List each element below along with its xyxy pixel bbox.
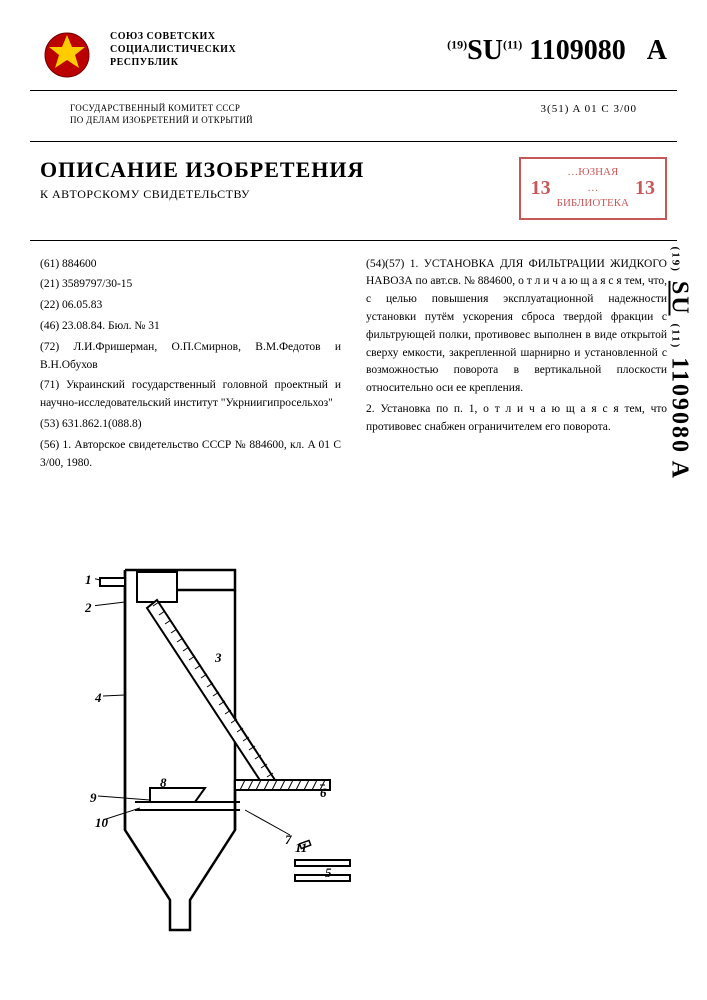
library-stamp: 13 …ЮЗНАЯ … БИБЛИОТЕКА 13 (519, 157, 667, 219)
diagram-callout: 7 (285, 832, 292, 848)
diagram-callout: 6 (320, 785, 327, 801)
diagram-callout: 11 (295, 840, 307, 856)
document-number: (19)SU(11) 1109080 A (447, 25, 667, 67)
state-emblem (40, 25, 95, 80)
committee-name: ГОСУДАРСТВЕННЫЙ КОМИТЕТ СССР ПО ДЕЛАМ ИЗ… (70, 103, 253, 126)
side-document-number: (19) SU (11) 1109080 A (665, 247, 692, 480)
diagram-callout: 4 (95, 690, 102, 706)
diagram-callout: 5 (325, 865, 332, 881)
technical-diagram: 1234567891011 (95, 530, 375, 950)
ipc-classification: 3(51) A 01 C 3/00 (541, 103, 637, 126)
diagram-callout: 3 (215, 650, 222, 666)
diagram-callout: 9 (90, 790, 97, 806)
union-name: СОЮЗ СОВЕТСКИХСОЦИАЛИСТИЧЕСКИХРЕСПУБЛИК (110, 25, 236, 69)
document-title: ОПИСАНИЕ ИЗОБРЕТЕНИЯ К АВТОРСКОМУ СВИДЕТ… (40, 157, 364, 202)
left-column: (61) 884600 (21) 3589797/30-15 (22) 06.0… (40, 256, 341, 476)
diagram-callout: 2 (85, 600, 92, 616)
diagram-callout: 10 (95, 815, 108, 831)
right-column: (54)(57) 1. УСТАНОВКА ДЛЯ ФИЛЬТРАЦИИ ЖИД… (366, 256, 667, 476)
diagram-callout: 8 (160, 775, 167, 791)
diagram-callout: 1 (85, 572, 92, 588)
